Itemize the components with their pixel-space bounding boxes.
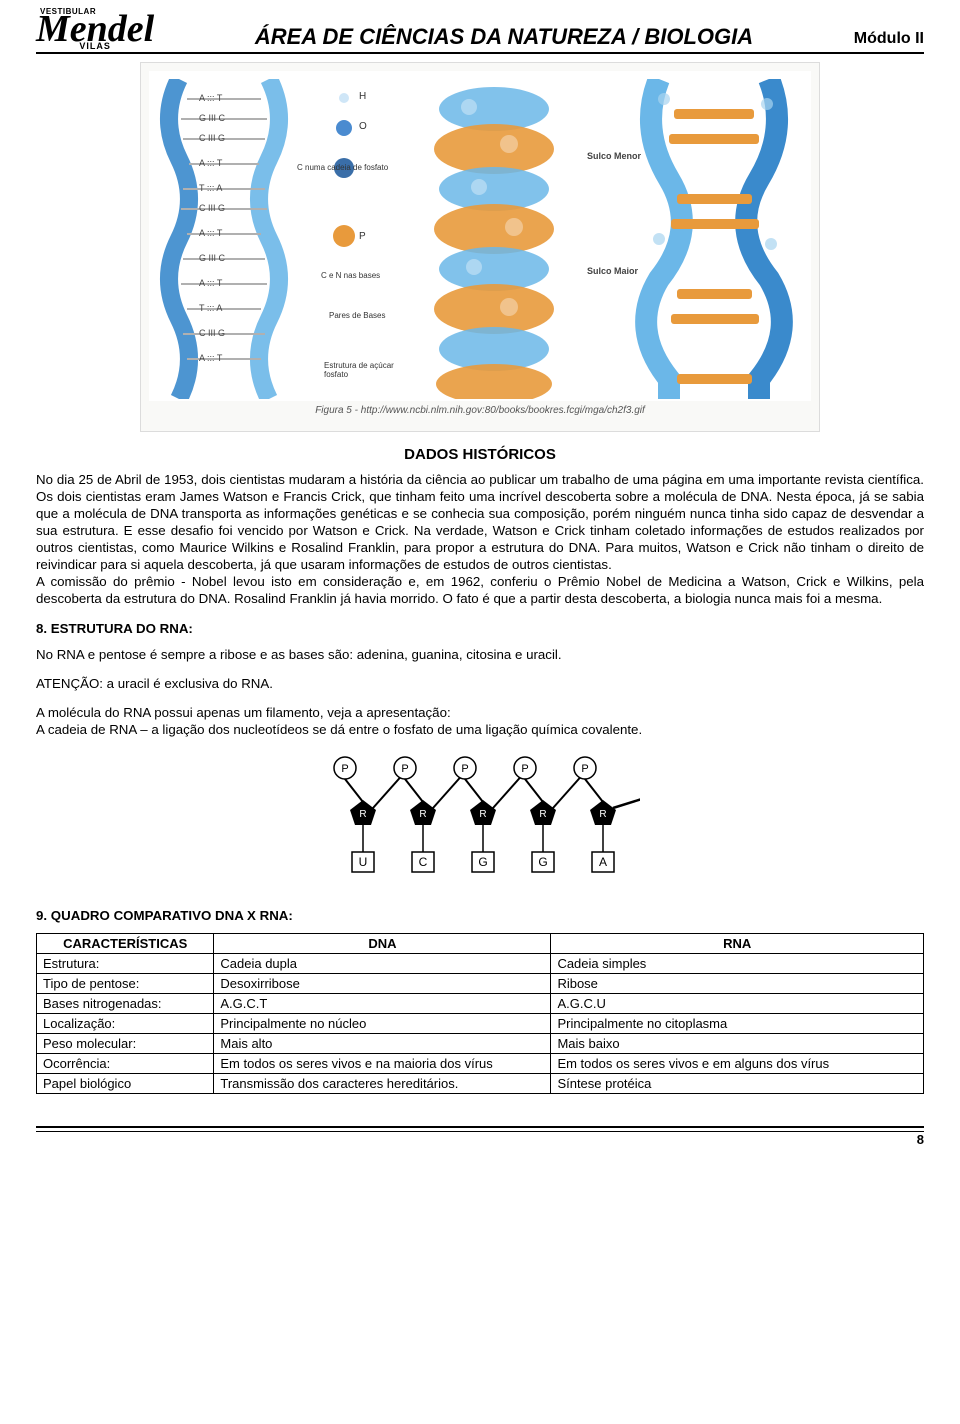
dados-historicos-title: DADOS HISTÓRICOS — [36, 446, 924, 463]
page-number: 8 — [917, 1132, 924, 1147]
table-header: RNA — [551, 934, 924, 954]
logo: VESTIBULAR Mendel VILAS — [36, 12, 154, 50]
table-cell: Ribose — [551, 974, 924, 994]
estrutura-label: Estrutura de açúcar fosfato — [324, 361, 404, 379]
rna-line-3: A molécula do RNA possui apenas um filam… — [36, 704, 924, 721]
table-cell: Transmissão dos caracteres hereditários. — [214, 1074, 551, 1094]
comparison-table: CARACTERÍSTICAS DNA RNA Estrutura:Cadeia… — [36, 933, 924, 1094]
table-cell: A.G.C.T — [214, 994, 551, 1014]
table-cell: Síntese protéica — [551, 1074, 924, 1094]
pares-bases-label: Pares de Bases — [329, 311, 389, 320]
base-pair-label: T ::: A — [199, 303, 222, 313]
dna-helix-left — [159, 79, 289, 399]
base-pair-label: C III G — [199, 133, 225, 143]
logo-top-text: VESTIBULAR — [40, 8, 96, 15]
table-cell: Peso molecular: — [37, 1034, 214, 1054]
table-cell: Papel biológico — [37, 1074, 214, 1094]
base-pair-label: A ::: T — [199, 158, 222, 168]
table-cell: Desoxirribose — [214, 974, 551, 994]
svg-text:R: R — [359, 809, 366, 820]
svg-text:P: P — [341, 763, 348, 775]
rna-line-2: ATENÇÃO: a uracil é exclusiva do RNA. — [36, 675, 924, 692]
svg-text:R: R — [479, 809, 486, 820]
svg-text:P: P — [461, 763, 468, 775]
table-cell: Em todos os seres vivos e em alguns dos … — [551, 1054, 924, 1074]
table-header: DNA — [214, 934, 551, 954]
table-row: Bases nitrogenadas:A.G.C.TA.G.C.U — [37, 994, 924, 1014]
table-row: Estrutura:Cadeia duplaCadeia simples — [37, 954, 924, 974]
table-row: Localização:Principalmente no núcleoPrin… — [37, 1014, 924, 1034]
atom-o-label: O — [359, 121, 367, 132]
header-module: Módulo II — [854, 30, 924, 50]
svg-text:G: G — [538, 855, 547, 869]
table-header: CARACTERÍSTICAS — [37, 934, 214, 954]
quadro-heading: 9. QUADRO COMPARATIVO DNA X RNA: — [36, 908, 924, 923]
base-pair-label: T ::: A — [199, 183, 222, 193]
table-cell: Bases nitrogenadas: — [37, 994, 214, 1014]
svg-text:R: R — [419, 809, 426, 820]
table-row: Ocorrência:Em todos os seres vivos e na … — [37, 1054, 924, 1074]
atom-cn-label: C e N nas bases — [321, 271, 380, 280]
atom-p-label: P — [359, 231, 366, 242]
base-pair-label: A ::: T — [199, 353, 222, 363]
table-cell: Localização: — [37, 1014, 214, 1034]
table-cell: Tipo de pentose: — [37, 974, 214, 994]
dna-helix-right — [629, 79, 799, 399]
page-header: VESTIBULAR Mendel VILAS ÁREA DE CIÊNCIAS… — [36, 12, 924, 54]
base-pair-label: G III C — [199, 253, 225, 263]
atom-h-label: H — [359, 91, 366, 102]
table-row: Peso molecular:Mais altoMais baixo — [37, 1034, 924, 1054]
base-pair-label: C III G — [199, 328, 225, 338]
dna-figure: A ::: T G III C C III G A ::: T T ::: A … — [140, 62, 820, 432]
table-cell: A.G.C.U — [551, 994, 924, 1014]
table-cell: Mais baixo — [551, 1034, 924, 1054]
rna-line-1: No RNA e pentose é sempre a ribose e as … — [36, 646, 924, 663]
figure-caption: Figura 5 - http://www.ncbi.nlm.nih.gov:8… — [149, 405, 811, 416]
svg-text:G: G — [478, 855, 487, 869]
rna-heading: 8. ESTRUTURA DO RNA: — [36, 621, 924, 636]
table-cell: Mais alto — [214, 1034, 551, 1054]
svg-text:C: C — [419, 855, 428, 869]
rna-chain-figure: P R U P R C P R G P R G P R A — [320, 750, 640, 890]
svg-text:R: R — [539, 809, 546, 820]
table-row: Tipo de pentose:DesoxirriboseRibose — [37, 974, 924, 994]
svg-text:A: A — [599, 855, 607, 869]
table-cell: Principalmente no núcleo — [214, 1014, 551, 1034]
base-pair-label: A ::: T — [199, 228, 222, 238]
svg-text:R: R — [599, 809, 606, 820]
dados-paragraph-1: No dia 25 de Abril de 1953, dois cientis… — [36, 471, 924, 607]
base-pair-label: A ::: T — [199, 93, 222, 103]
page-footer: 8 — [36, 1126, 924, 1147]
atom-c-cadeia-label: C numa cadeia de fosfato — [297, 163, 407, 172]
table-cell: Em todos os seres vivos e na maioria dos… — [214, 1054, 551, 1074]
svg-text:P: P — [581, 763, 588, 775]
table-row: Papel biológicoTransmissão dos caractere… — [37, 1074, 924, 1094]
table-cell: Cadeia simples — [551, 954, 924, 974]
base-pair-label: C III G — [199, 203, 225, 213]
rna-line-4: A cadeia de RNA – a ligação dos nucleotí… — [36, 721, 924, 738]
svg-text:P: P — [521, 763, 528, 775]
table-cell: Estrutura: — [37, 954, 214, 974]
table-cell: Cadeia dupla — [214, 954, 551, 974]
svg-text:P: P — [401, 763, 408, 775]
table-cell: Principalmente no citoplasma — [551, 1014, 924, 1034]
dna-helix-center — [409, 79, 579, 399]
base-pair-label: G III C — [199, 113, 225, 123]
svg-text:U: U — [359, 855, 368, 869]
base-pair-label: A ::: T — [199, 278, 222, 288]
header-title: ÁREA DE CIÊNCIAS DA NATUREZA / BIOLOGIA — [154, 24, 854, 50]
table-cell: Ocorrência: — [37, 1054, 214, 1074]
